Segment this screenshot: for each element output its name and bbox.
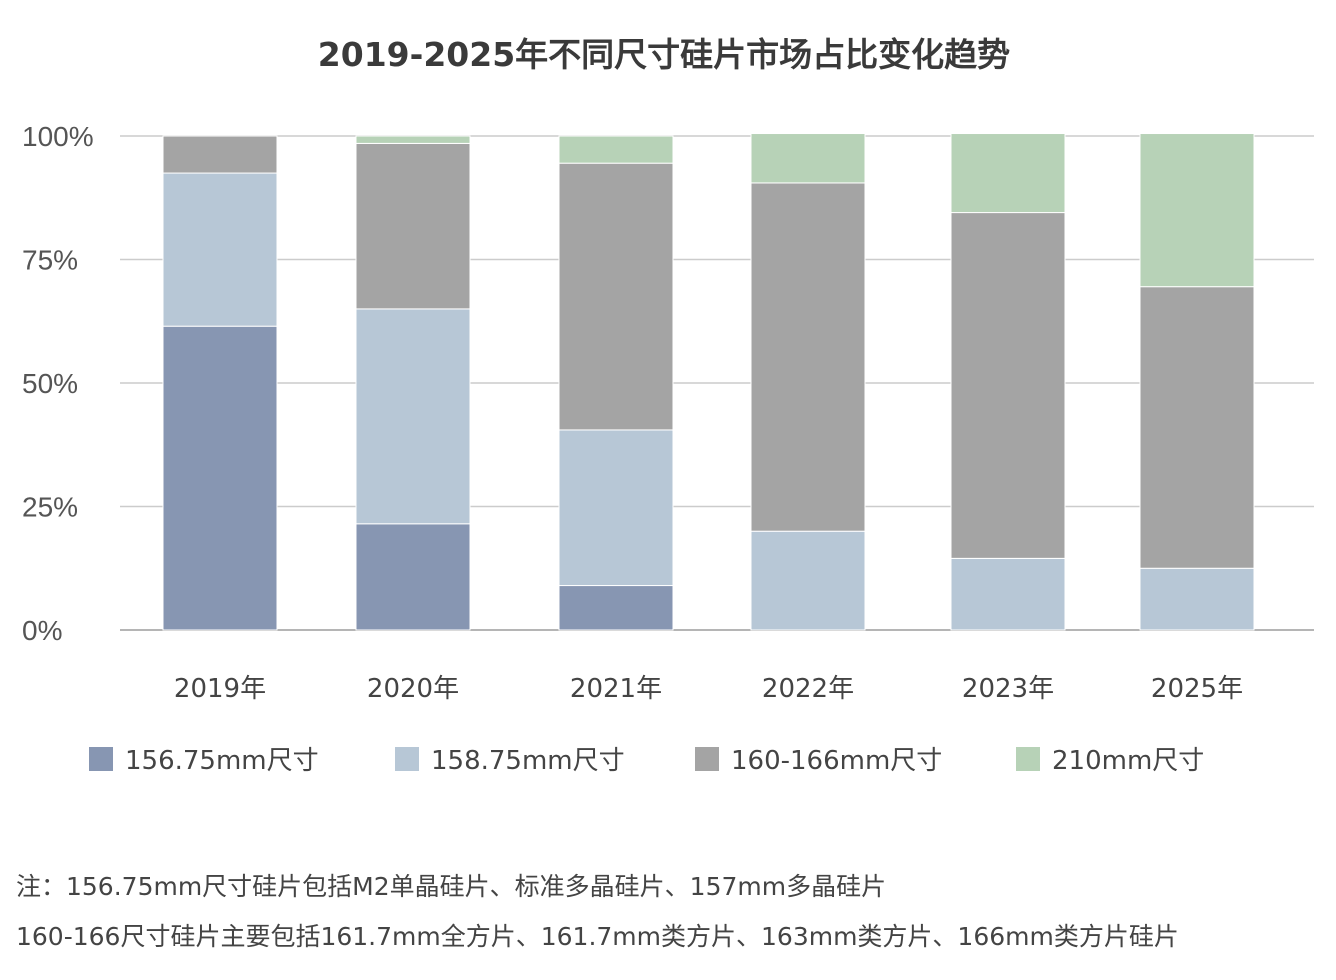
footnote-line: 160-166尺寸硅片主要包括161.7mm全方片、161.7mm类方片、163… [16, 922, 1179, 951]
y-tick-label: 50% [22, 368, 78, 399]
bar-segment [750, 133, 866, 184]
chart-title: 2019-2025年不同尺寸硅片市场占比变化趋势 [318, 35, 1010, 74]
bar-segment [162, 172, 278, 327]
y-tick-label: 75% [22, 245, 78, 276]
bar-segment [1139, 286, 1255, 569]
bar-segment [558, 429, 674, 587]
x-tick-label: 2021年 [570, 674, 662, 704]
bar-segment [355, 135, 471, 144]
legend-swatch [1016, 747, 1040, 771]
bar-segment [1139, 133, 1255, 288]
bar-segment [355, 142, 471, 310]
x-tick-label: 2022年 [762, 674, 854, 704]
legend-swatch [695, 747, 719, 771]
legend-label: 156.75mm尺寸 [125, 746, 319, 776]
bar-segment [162, 135, 278, 174]
bar-segment [355, 523, 471, 631]
x-axis-ticks: 2019年 2020年 2021年 2022年 2023年 2025年 [174, 674, 1243, 704]
x-tick-label: 2020年 [367, 674, 459, 704]
legend-swatch [395, 747, 419, 771]
legend-label: 158.75mm尺寸 [431, 746, 625, 776]
bar-segment [950, 557, 1066, 631]
gridlines [120, 135, 1314, 631]
bar-segment [950, 133, 1066, 214]
bar-segment [558, 585, 674, 631]
bar-segment [750, 530, 866, 631]
bar-segment [558, 135, 674, 164]
bar-segment [950, 212, 1066, 559]
x-tick-label: 2019年 [174, 674, 266, 704]
bar-segment [355, 308, 471, 525]
x-tick-label: 2023年 [962, 674, 1054, 704]
stacked-bar-chart: 2019-2025年不同尺寸硅片市场占比变化趋势 0% 25% 50% 75% 100%… [22, 35, 1314, 776]
y-tick-label: 0% [22, 615, 62, 646]
bar-stacks [162, 133, 1255, 631]
legend: 156.75mm尺寸 158.75mm尺寸 160-166mm尺寸 210mm尺寸 [89, 746, 1204, 776]
footnote-line: 注：156.75mm尺寸硅片包括M2单晶硅片、标准多晶硅片、157mm多晶硅片 [16, 872, 887, 901]
y-tick-label: 25% [22, 492, 78, 523]
bar-segment [750, 182, 866, 532]
legend-swatch [89, 747, 113, 771]
y-axis-ticks: 0% 25% 50% 75% 100% [22, 121, 94, 646]
bar-segment [1139, 567, 1255, 631]
bar-segment [162, 325, 278, 631]
bar-segment [558, 162, 674, 431]
legend-label: 210mm尺寸 [1052, 746, 1204, 776]
legend-label: 160-166mm尺寸 [731, 746, 942, 776]
y-tick-label: 100% [22, 121, 94, 152]
footnotes: 注：156.75mm尺寸硅片包括M2单晶硅片、标准多晶硅片、157mm多晶硅片 … [16, 862, 1179, 962]
x-tick-label: 2025年 [1151, 674, 1243, 704]
